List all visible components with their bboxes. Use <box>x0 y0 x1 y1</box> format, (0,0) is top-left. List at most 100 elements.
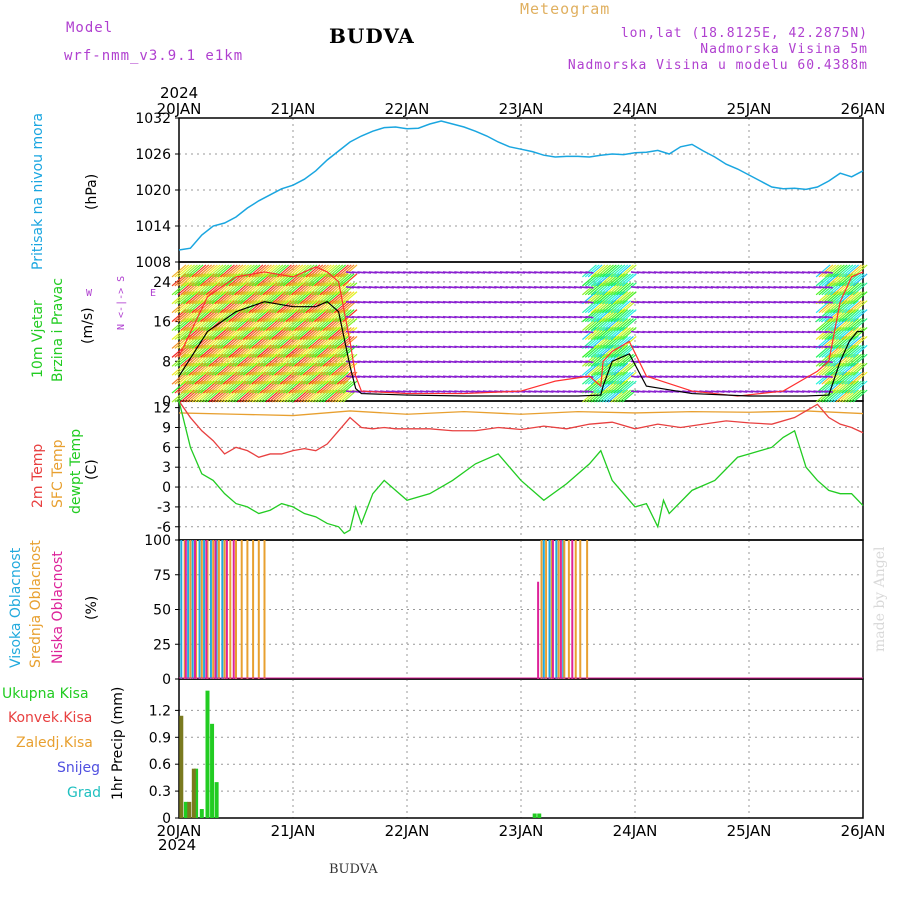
wind-barb <box>191 318 207 332</box>
wind-barb <box>225 273 241 287</box>
wind-barb <box>593 344 609 358</box>
wind-barb <box>282 291 298 305</box>
wind-barb <box>291 353 307 367</box>
wind-barb <box>208 362 224 376</box>
wind-barb <box>191 371 207 385</box>
wind-barb <box>593 389 609 403</box>
wind-barb <box>265 353 281 367</box>
wind-barb <box>852 309 868 323</box>
wind-barb <box>245 344 261 358</box>
wind-barb <box>211 300 227 314</box>
wind-barb <box>231 362 247 376</box>
wind-barb <box>288 309 304 323</box>
wind-barb <box>254 353 270 367</box>
wind-barb <box>282 371 298 385</box>
wind-barb <box>308 273 324 287</box>
wind-barb <box>291 380 307 394</box>
wind-barb <box>821 362 837 376</box>
precip-legend-snow: Snijeg <box>57 760 101 776</box>
wind-barb <box>188 371 204 385</box>
wind-barb <box>316 291 332 305</box>
wind-barb <box>308 264 324 278</box>
wind-barb <box>604 273 620 287</box>
wind-barb <box>262 327 278 340</box>
wind-barb <box>240 362 255 376</box>
wind-barb <box>180 264 195 278</box>
wind-barb <box>584 309 600 323</box>
wind-barb <box>183 335 198 349</box>
wind-barb <box>832 309 848 323</box>
wind-barb <box>308 353 324 367</box>
wind-barb <box>829 389 845 403</box>
wind-barb <box>171 327 187 340</box>
wind-barb <box>171 291 187 305</box>
wind-barb <box>582 300 597 314</box>
wind-barb <box>818 362 834 376</box>
wind-barb <box>322 335 338 349</box>
y-tick-label: 0 <box>162 811 171 827</box>
wind-barb <box>325 327 341 340</box>
wind-barb <box>237 327 252 340</box>
wind-barb <box>279 309 295 323</box>
wind-barb <box>297 344 312 358</box>
wind-barb <box>582 344 597 358</box>
wind-barb <box>294 389 309 403</box>
wind-barb <box>336 380 352 394</box>
wind-barb <box>827 389 842 403</box>
wind-barb <box>200 362 215 376</box>
wind-barb <box>838 327 854 340</box>
wind-barb <box>587 300 603 314</box>
wind-barb <box>202 309 218 323</box>
wind-barb <box>818 309 834 323</box>
wind-barb <box>619 300 634 314</box>
wind-barb <box>180 291 195 305</box>
precip-conv-bar <box>187 801 192 818</box>
x-tick-label-bottom: 21JAN <box>271 822 316 840</box>
wind-barb <box>829 291 845 305</box>
wind-barb <box>194 335 210 349</box>
wind-barb <box>316 273 332 287</box>
wind-barb <box>251 353 267 367</box>
wind-barb <box>314 327 329 340</box>
wind-barb <box>325 318 341 332</box>
wind-barb <box>208 389 224 403</box>
wind-barb <box>590 380 606 394</box>
wind-barb <box>852 353 868 367</box>
wind-barb <box>322 291 338 305</box>
wind-barb <box>265 344 281 358</box>
wind-barb <box>291 318 307 332</box>
wind-barb <box>254 389 270 403</box>
wind-barb <box>604 291 620 305</box>
wind-barb <box>587 327 603 340</box>
wind-barb <box>185 282 201 296</box>
wind-barb <box>231 344 247 358</box>
wind-barb <box>268 309 284 323</box>
wind-barb <box>849 273 865 287</box>
wind-barb <box>319 327 335 340</box>
wind-barb <box>197 264 213 278</box>
wind-barb <box>191 389 207 403</box>
wind-barb <box>852 291 868 305</box>
wind-barb <box>336 273 352 287</box>
wind-barb <box>291 264 307 278</box>
wind-barb <box>593 362 609 376</box>
wind-barb <box>328 389 344 403</box>
wind-barb <box>268 335 284 349</box>
wind-barb <box>262 264 278 278</box>
wind-barb <box>254 300 270 314</box>
wind-barb <box>197 344 213 358</box>
wind-barb <box>271 273 287 287</box>
wind-barb <box>214 264 230 278</box>
wind-barb <box>271 327 287 340</box>
wind-barb <box>200 300 215 314</box>
wind-barb <box>188 282 204 296</box>
wind-barb <box>228 291 244 305</box>
wind-barb <box>217 362 232 376</box>
wind-barb <box>305 362 321 376</box>
wind-barb <box>194 353 210 367</box>
wind-barb <box>202 362 218 376</box>
wind-barb <box>824 353 840 367</box>
wind-barb <box>171 300 187 314</box>
wind-barb <box>245 300 261 314</box>
wind-barb <box>305 318 321 332</box>
